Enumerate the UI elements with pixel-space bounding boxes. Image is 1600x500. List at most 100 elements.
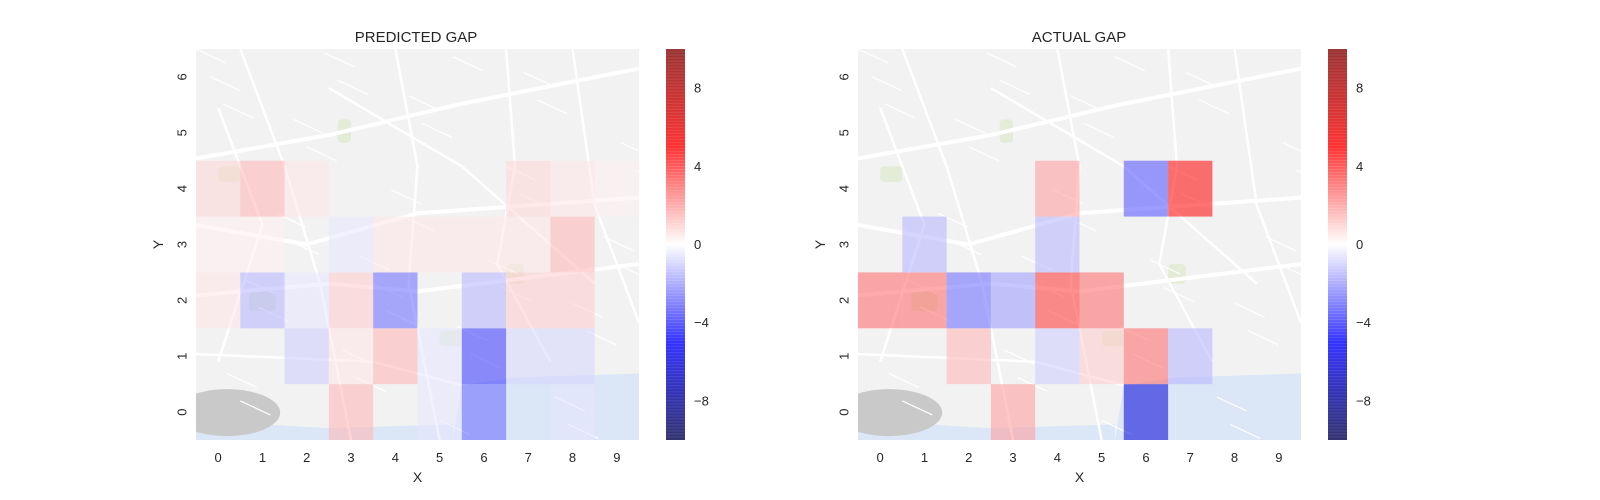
heat-cell-x4-y1 [1035,328,1080,385]
heat-cell-x4-y4 [1035,160,1080,217]
heat-cell-x3-y2 [990,272,1036,329]
colorbar [1328,49,1347,440]
heat-cell-x1-y2 [902,272,947,329]
heat-cell-x6-y3 [461,216,507,273]
heat-cell-x1-y2 [240,272,285,329]
colorbar-tick-label: 4 [1356,159,1363,174]
y-tick-label: 4 [837,185,852,192]
y-axis-label: Y [150,239,166,249]
heat-cell-x8-y3 [550,216,595,273]
heat-cell-x2-y2 [946,272,991,329]
heat-cell-x7-y1 [506,328,551,385]
heat-cell-x0-y2 [858,272,903,329]
y-tick-label: 3 [175,241,190,248]
x-tick-label: 4 [392,450,399,465]
heat-cell-x4-y2 [373,272,418,329]
colorbar-tick-label: 0 [694,237,701,252]
heat-cell-x5-y1 [417,328,462,385]
heat-cell-x1-y3 [902,216,947,273]
y-tick-label: 5 [175,129,190,136]
x-axis-label: X [1075,469,1085,485]
heat-cell-x7-y1 [1168,328,1213,385]
heatmap-panel-2: ACTUAL GAP 0 1 2 3 4 5 6 7 8 9 X 0 1 2 3 4 5 6 Y 8 4 0 −4 −8 [812,29,1371,485]
y-tick-label: 6 [175,73,190,80]
heat-cell-x8-y4 [550,160,595,217]
y-tick-label: 4 [175,185,190,192]
x-tick-label: 9 [613,450,620,465]
x-tick-label: 1 [259,450,266,465]
y-tick-label: 3 [837,241,852,248]
heatmap-panel-1: PREDICTED GAP 0 1 2 3 4 5 6 7 8 9 X 0 1 2 3 4 5 6 Y 8 4 0 −4 −8 [150,29,709,485]
x-tick-label: 5 [1098,450,1105,465]
heat-cell-x3-y1 [328,328,374,385]
heat-cell-x3-y0 [990,384,1036,440]
colorbar-tick-label: −4 [1356,315,1371,330]
heat-cell-x5-y3 [417,216,462,273]
x-tick-label: 4 [1054,450,1061,465]
heat-cell-x6-y2 [461,272,507,329]
y-axis-label: Y [812,239,828,249]
x-axis-label: X [413,469,423,485]
heat-cell-x5-y1 [1079,328,1124,385]
x-tick-label: 0 [877,450,884,465]
heat-cell-x6-y1 [1123,328,1169,385]
heat-cell-x8-y0 [550,384,595,440]
colorbar-tick-label: 8 [694,81,701,96]
x-tick-label: 3 [1009,450,1016,465]
x-tick-label: 3 [347,450,354,465]
heat-cell-x2-y1 [946,328,991,385]
heat-cell-x4-y1 [373,328,418,385]
x-tick-label: 8 [569,450,576,465]
heat-cell-x6-y0 [1123,384,1169,440]
colorbar-tick-label: 8 [1356,81,1363,96]
x-tick-label: 9 [1275,450,1282,465]
heat-cell-x5-y2 [1079,272,1124,329]
heat-cell-x4-y3 [1035,216,1080,273]
colorbar-tick-label: 4 [694,159,701,174]
heat-cell-x7-y3 [506,216,551,273]
colorbar-tick-label: 0 [1356,237,1363,252]
heat-cell-x1-y4 [240,160,285,217]
x-tick-label: 8 [1231,450,1238,465]
heat-cell-x9-y4 [594,160,639,217]
heat-cell-x0-y2 [196,272,241,329]
colorbar [666,49,685,440]
colorbar-tick-label: −8 [1356,393,1371,408]
heat-cell-x7-y4 [506,160,551,217]
x-tick-label: 7 [525,450,532,465]
x-tick-label: 2 [303,450,310,465]
x-tick-label: 6 [480,450,487,465]
y-tick-label: 1 [175,353,190,360]
chart-title: ACTUAL GAP [1032,29,1126,46]
y-tick-label: 0 [837,408,852,415]
x-tick-label: 7 [1187,450,1194,465]
y-tick-label: 1 [837,353,852,360]
x-tick-label: 1 [921,450,928,465]
heat-cell-x7-y2 [506,272,551,329]
heat-cell-x0-y3 [196,216,241,273]
y-tick-label: 0 [175,408,190,415]
heat-cell-x2-y4 [284,160,329,217]
y-tick-label: 6 [837,73,852,80]
heat-cell-x3-y2 [328,272,374,329]
heat-cell-x6-y4 [1123,160,1169,217]
chart-title: PREDICTED GAP [355,29,478,46]
heat-cell-x5-y0 [417,384,462,440]
heat-cell-x3-y0 [328,384,374,440]
x-tick-label: 0 [215,450,222,465]
colorbar-tick-label: −8 [694,393,709,408]
y-tick-label: 2 [837,297,852,304]
heat-cell-x4-y3 [373,216,418,273]
heat-cell-x0-y4 [196,160,241,217]
y-tick-label: 5 [837,129,852,136]
heat-cell-x8-y1 [550,328,595,385]
heat-cell-x1-y3 [240,216,285,273]
heat-cell-x3-y3 [328,216,374,273]
heat-cell-x8-y2 [550,272,595,329]
heat-cell-x2-y1 [284,328,329,385]
heat-cell-x7-y4 [1168,160,1213,217]
x-tick-label: 2 [965,450,972,465]
x-tick-label: 5 [436,450,443,465]
x-tick-label: 6 [1142,450,1149,465]
